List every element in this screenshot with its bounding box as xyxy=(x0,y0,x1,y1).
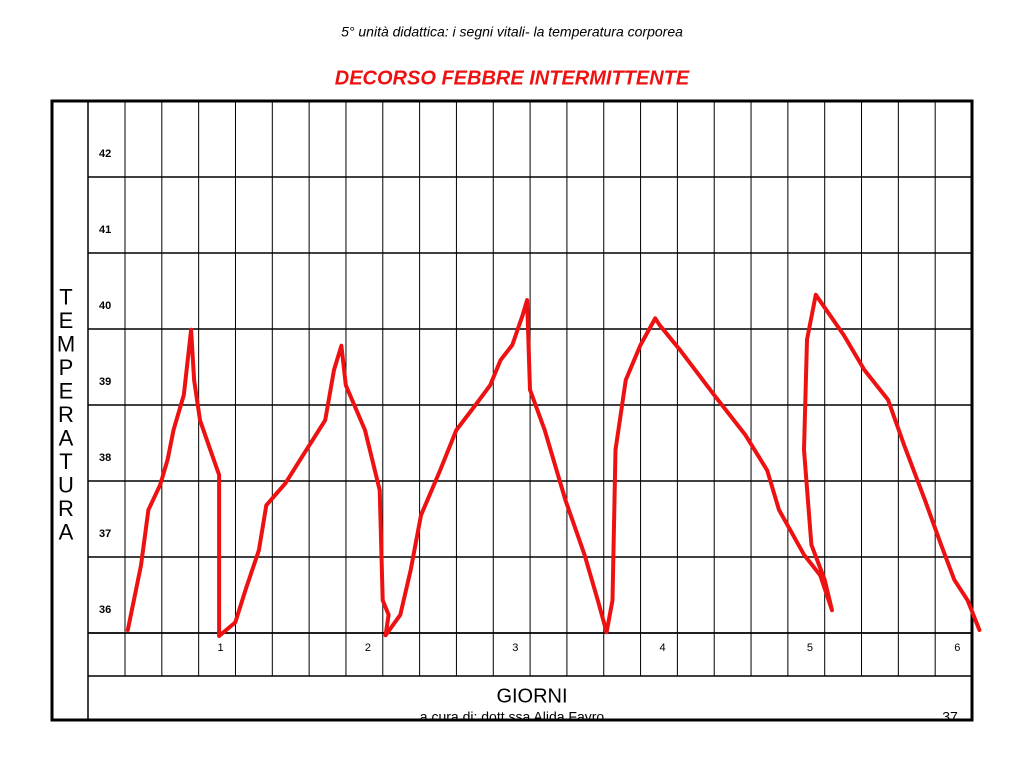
frame xyxy=(50,99,974,722)
y-tick-label: 36 xyxy=(99,604,111,616)
x-tick-label: 3 xyxy=(512,642,518,654)
x-tick-label: 2 xyxy=(365,642,371,654)
y-tick-label: 39 xyxy=(99,376,111,388)
y-tick-label: 37 xyxy=(99,528,111,540)
chart-title: DECORSO FEBBRE INTERMITTENTE xyxy=(335,67,690,89)
footer-author: a cura di: dott.ssa Alida Favro xyxy=(420,709,605,725)
y-tick-label: 41 xyxy=(99,224,111,236)
y-tick-label: 38 xyxy=(99,452,111,464)
y-tick-label: 42 xyxy=(99,148,111,160)
x-tick-label: 5 xyxy=(807,642,813,654)
x-tick-label: 1 xyxy=(218,642,224,654)
x-tick-label: 6 xyxy=(954,642,960,654)
y-tick-label: 40 xyxy=(99,300,111,312)
header: 5° unità didattica: i segni vitali- la t… xyxy=(341,24,683,40)
x-tick-label: 4 xyxy=(660,642,666,654)
x-axis-label: GIORNI xyxy=(496,685,567,707)
page-number: 37 xyxy=(942,709,958,725)
fever-curve xyxy=(125,292,982,638)
